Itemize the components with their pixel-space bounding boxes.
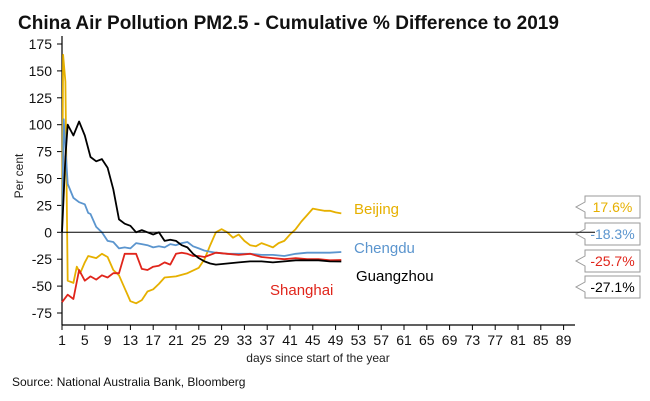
- x-axis-label: days since start of the year: [246, 351, 389, 365]
- y-tick-label: 175: [29, 36, 53, 52]
- x-tick-label: 29: [214, 332, 230, 348]
- callout-value: 17.6%: [593, 199, 633, 215]
- callout-box: [574, 249, 641, 273]
- callout-value: -25.7%: [590, 253, 634, 269]
- x-tick-label: 25: [191, 332, 207, 348]
- series-line-beijing: [61, 53, 342, 305]
- y-tick-label: 100: [29, 117, 53, 133]
- x-tick-label: 73: [465, 332, 481, 348]
- series-line-chengdu: [61, 118, 342, 257]
- series-labels: Beijing Chengdu Shanghai Guangzhou: [270, 201, 434, 299]
- y-axis-label: Per cent: [12, 153, 26, 198]
- x-tick-label: 45: [305, 332, 321, 348]
- y-tick-label: -75: [32, 305, 52, 321]
- x-tick-label: 9: [104, 332, 112, 348]
- x-tick-label: 65: [419, 332, 435, 348]
- callout-value: -18.3%: [590, 226, 634, 242]
- series-line-guangzhou: [61, 120, 342, 266]
- x-tick-label: 49: [328, 332, 344, 348]
- x-tick-label: 21: [168, 332, 184, 348]
- callout-chengdu: -18.3%: [574, 222, 641, 246]
- callout-shanghai: -25.7%: [574, 249, 641, 273]
- x-tick-label: 33: [237, 332, 253, 348]
- series-label-guangzhou: Guangzhou: [356, 268, 434, 285]
- x-tick-label: 41: [282, 332, 298, 348]
- series-label-chengdu: Chengdu: [354, 240, 415, 257]
- source-note: Source: National Australia Bank, Bloombe…: [12, 375, 245, 389]
- callout-box: [574, 222, 641, 246]
- series-label-shanghai: Shanghai: [270, 282, 333, 299]
- x-tick-label: 17: [145, 332, 161, 348]
- x-tick-label: 37: [259, 332, 275, 348]
- y-tick-label: 125: [29, 90, 53, 106]
- series-label-beijing: Beijing: [354, 201, 399, 218]
- x-tick-label: 77: [487, 332, 503, 348]
- y-tick-label: 0: [44, 224, 52, 240]
- y-axis: 175 150 125 100 75 50 25 0 -25 -50 -75: [29, 36, 63, 325]
- x-tick-label: 5: [81, 332, 89, 348]
- callout-box: [574, 275, 641, 299]
- end-value-callouts: 17.6% -18.3% -25.7% -27.1%: [574, 195, 641, 299]
- callout-guangzhou: -27.1%: [574, 275, 641, 299]
- callout-value: -27.1%: [590, 279, 634, 295]
- y-tick-label: 150: [29, 63, 53, 79]
- callout-beijing: 17.6%: [574, 195, 641, 219]
- callout-box: [574, 195, 641, 219]
- y-tick-label: 50: [36, 171, 52, 187]
- x-tick-label: 69: [442, 332, 458, 348]
- x-tick-label: 1: [58, 332, 66, 348]
- y-tick-label: 75: [36, 144, 52, 160]
- series-lines: [61, 53, 342, 305]
- x-tick-label: 61: [396, 332, 412, 348]
- series-line-shanghai: [61, 251, 342, 303]
- x-tick-label: 85: [533, 332, 549, 348]
- y-tick-label: -50: [32, 278, 52, 294]
- x-tick-label: 13: [123, 332, 139, 348]
- y-tick-label: 25: [36, 197, 52, 213]
- x-tick-label: 53: [351, 332, 367, 348]
- x-axis: 1 5 9 13 17 21 25 29 33 37 41 45 49 53 57 61 65 69 73 77 81 8…: [58, 324, 575, 348]
- y-tick-label: -25: [32, 251, 52, 267]
- x-tick-label: 57: [373, 332, 389, 348]
- x-tick-label: 89: [556, 332, 572, 348]
- x-tick-label: 81: [510, 332, 526, 348]
- chart-title: China Air Pollution PM2.5 - Cumulative %…: [18, 13, 559, 34]
